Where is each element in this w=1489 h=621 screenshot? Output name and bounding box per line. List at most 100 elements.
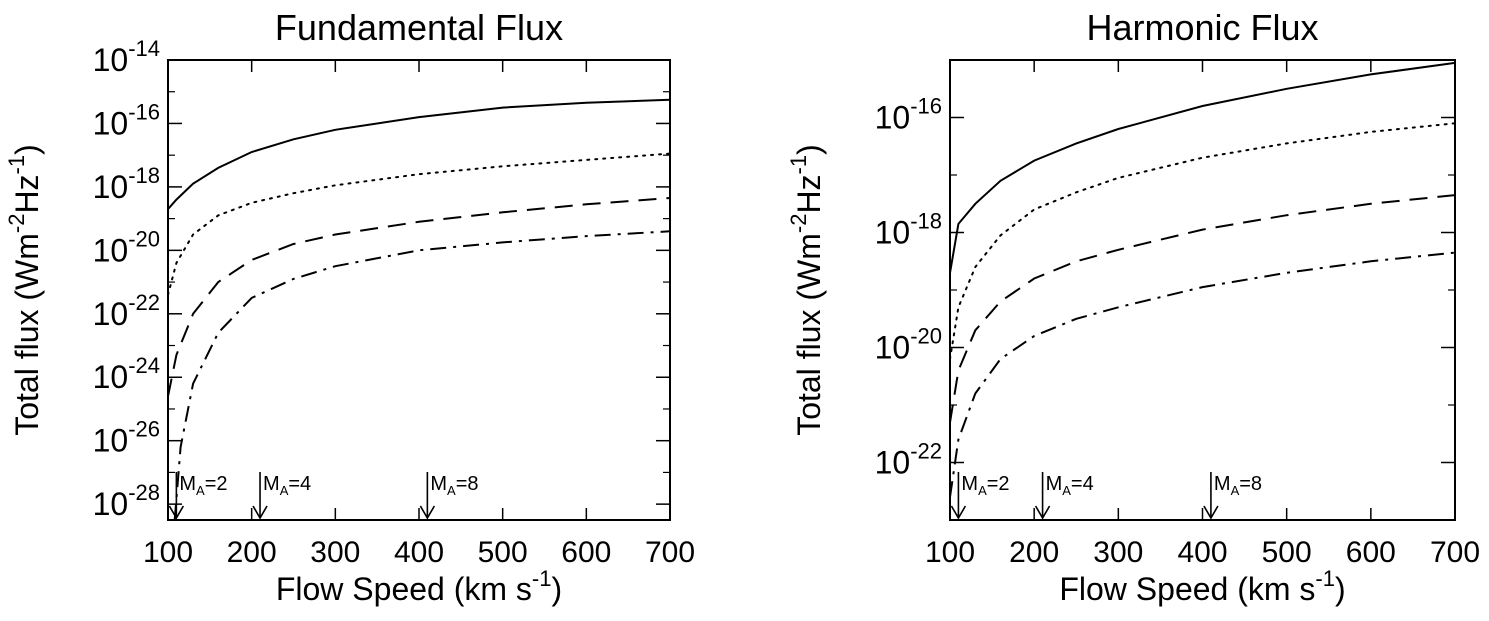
marker-label-sub: A <box>1062 483 1071 498</box>
y-axis-label: Total flux (Wm-2Hz-1) <box>786 144 827 436</box>
y-tick-base: 10 <box>875 215 911 251</box>
marker-label: MA=4 <box>1046 473 1094 498</box>
y-tick-label: 10-22 <box>93 290 160 332</box>
y-axis-label-sup: -1 <box>786 155 811 175</box>
mach-marker: MA=2 <box>168 472 228 520</box>
y-tick-exponent: -28 <box>128 480 160 505</box>
series-line-dashed <box>950 194 1455 423</box>
y-tick-base: 10 <box>93 423 129 459</box>
y-axis-label-text: Total flux (Wm <box>9 233 45 436</box>
y-tick-exponent: -16 <box>910 94 942 119</box>
series-line-dashdot <box>173 230 670 520</box>
x-tick-label: 100 <box>143 536 193 569</box>
x-tick-label: 600 <box>1346 536 1396 569</box>
marker-label-m: M <box>1046 473 1063 495</box>
x-tick-label: 500 <box>478 536 528 569</box>
y-axis-label-sup: -2 <box>786 214 811 234</box>
marker-label: MA=2 <box>961 473 1009 498</box>
y-tick-label: 10-28 <box>93 480 160 522</box>
y-tick-base: 10 <box>93 296 129 332</box>
marker-label-m: M <box>961 473 978 495</box>
mach-marker: MA=8 <box>1203 472 1262 520</box>
series-line-dotted <box>950 122 1455 360</box>
y-axis-label-mid: Hz <box>9 174 45 213</box>
chart-title: Fundamental Flux <box>275 7 563 48</box>
y-axis-label: Total flux (Wm-2Hz-1) <box>4 144 45 436</box>
marker-arrow-head <box>1034 505 1051 520</box>
x-axis-label-text: Flow Speed (km s <box>276 571 532 607</box>
y-tick-exponent: -16 <box>128 99 160 124</box>
y-tick-base: 10 <box>93 105 129 141</box>
y-tick-label: 10-16 <box>93 99 160 141</box>
y-tick-label: 10-18 <box>875 209 942 251</box>
mach-marker: MA=4 <box>1034 472 1094 520</box>
marker-label-sub: A <box>280 483 289 498</box>
marker-label-value: =2 <box>205 473 228 495</box>
y-tick-base: 10 <box>93 42 129 78</box>
y-tick-label: 10-20 <box>875 324 942 366</box>
y-tick-label: 10-24 <box>93 353 160 395</box>
marker-label-value: =4 <box>1071 473 1094 495</box>
marker-label: MA=4 <box>263 473 311 498</box>
y-tick-exponent: -20 <box>910 324 942 349</box>
marker-label-sub: A <box>978 483 987 498</box>
marker-label: MA=8 <box>430 473 478 498</box>
x-tick-label: 300 <box>310 536 360 569</box>
mach-marker: MA=2 <box>950 472 1010 520</box>
x-tick-label: 600 <box>561 536 611 569</box>
y-tick-base: 10 <box>875 445 911 481</box>
y-tick-exponent: -20 <box>128 226 160 251</box>
x-tick-label: 400 <box>394 536 444 569</box>
y-tick-exponent: -24 <box>128 353 160 378</box>
x-tick-label: 200 <box>1009 536 1059 569</box>
y-tick-base: 10 <box>93 486 129 522</box>
marker-label-m: M <box>179 473 196 495</box>
x-axis-label-end: ) <box>551 571 562 607</box>
x-axis-label-end: ) <box>1335 571 1346 607</box>
y-tick-base: 10 <box>93 359 129 395</box>
mach-marker: MA=8 <box>419 472 479 520</box>
marker-arrow-head <box>1203 505 1219 520</box>
x-axis-label-sup: -1 <box>1315 566 1335 591</box>
y-axis-label-text: Total flux (Wm <box>791 233 827 436</box>
marker-label-sub: A <box>1231 483 1240 498</box>
y-tick-base: 10 <box>93 169 129 205</box>
marker-label-value: =4 <box>288 473 311 495</box>
marker-label-value: =8 <box>1239 473 1262 495</box>
y-tick-label: 10-14 <box>93 36 160 78</box>
y-axis-label-mid: Hz <box>791 174 827 213</box>
marker-arrow-head <box>950 505 967 520</box>
chart-title: Harmonic Flux <box>1086 7 1318 48</box>
x-tick-label: 200 <box>227 536 277 569</box>
series-line-solid <box>168 98 670 210</box>
marker-label-sub: A <box>196 483 205 498</box>
x-axis-label-text: Flow Speed (km s <box>1059 571 1315 607</box>
x-tick-label: 500 <box>1262 536 1312 569</box>
series-line-dashdot <box>950 251 1455 498</box>
y-tick-label: 10-22 <box>875 439 942 481</box>
marker-label: MA=2 <box>179 473 227 498</box>
y-tick-label: 10-26 <box>93 417 160 459</box>
y-axis-label-sup: -2 <box>4 214 29 234</box>
marker-label-m: M <box>263 473 280 495</box>
y-tick-exponent: -22 <box>128 290 160 315</box>
y-tick-exponent: -22 <box>910 439 942 464</box>
y-tick-label: 10-16 <box>875 94 942 136</box>
marker-label-value: =2 <box>987 473 1010 495</box>
x-tick-label: 100 <box>925 536 975 569</box>
x-axis-label: Flow Speed (km s-1) <box>1059 566 1345 607</box>
marker-label-value: =8 <box>456 473 479 495</box>
marker-label: MA=8 <box>1214 473 1262 498</box>
x-axis-label: Flow Speed (km s-1) <box>276 566 562 607</box>
series-line-dotted <box>168 152 670 296</box>
y-tick-label: 10-18 <box>93 163 160 205</box>
plot-frame <box>167 59 671 521</box>
series-line-dashed <box>168 197 670 397</box>
y-tick-base: 10 <box>875 100 911 136</box>
y-tick-exponent: -18 <box>910 209 942 234</box>
series-line-solid <box>950 61 1455 273</box>
y-tick-base: 10 <box>875 330 911 366</box>
